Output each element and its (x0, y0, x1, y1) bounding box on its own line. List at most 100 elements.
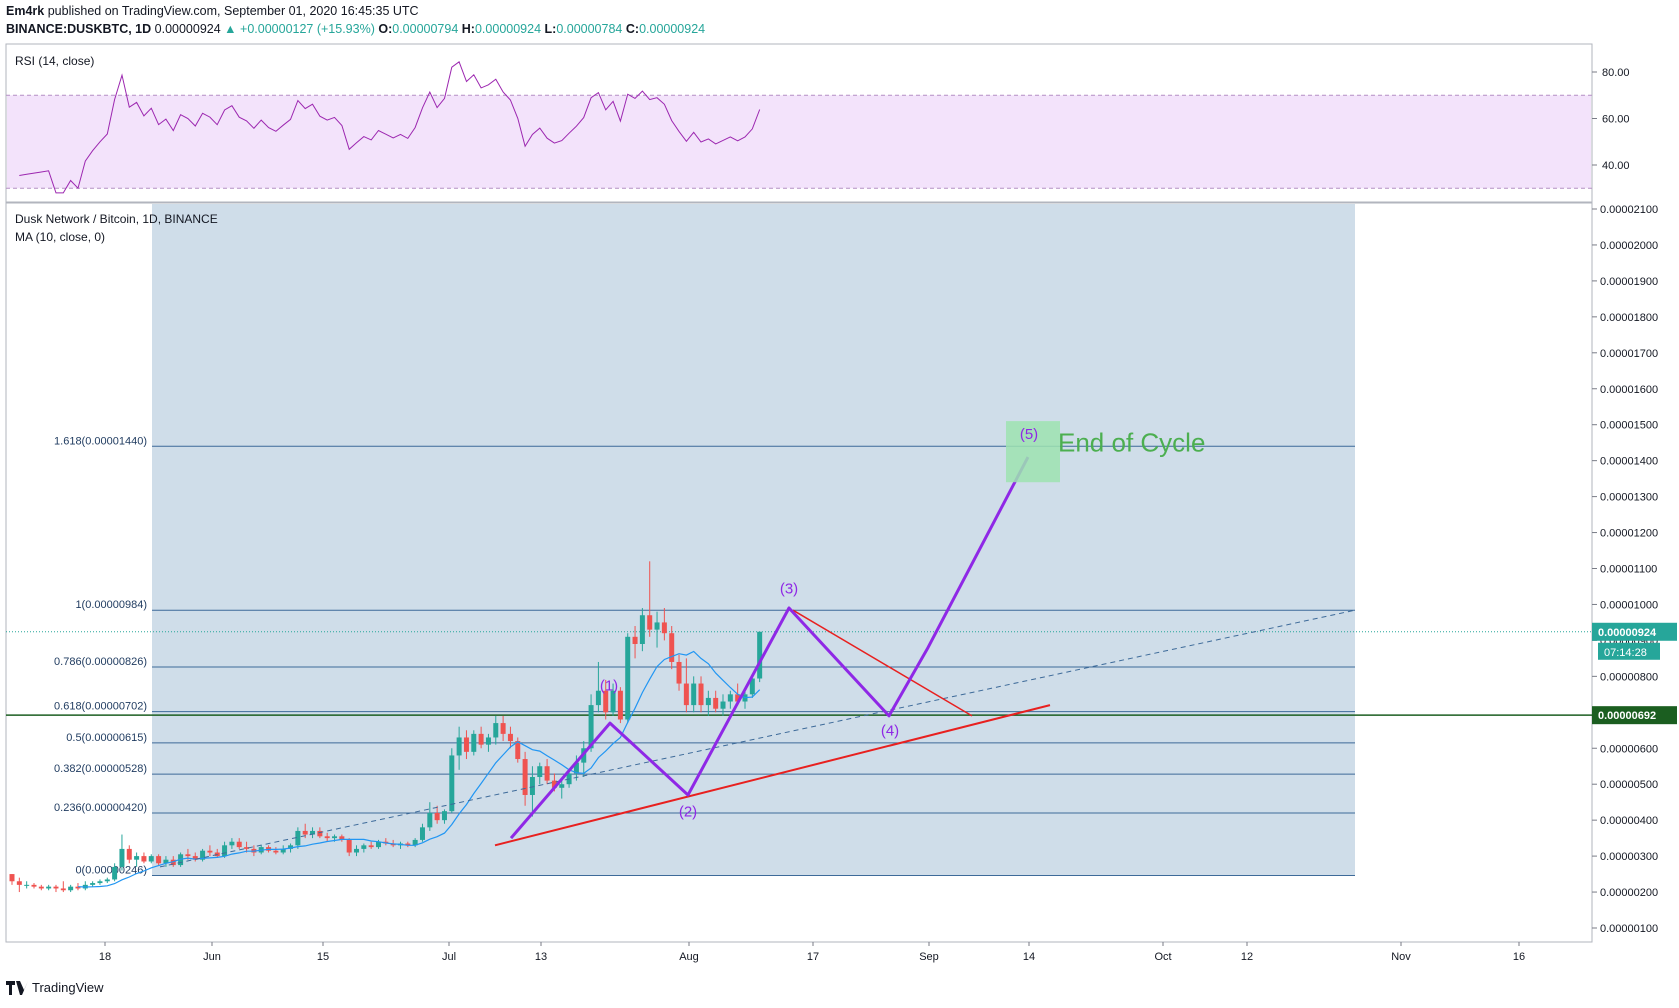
candle-body (24, 884, 30, 886)
fib-level-label: 0(0.00000246) (75, 865, 147, 877)
candle-body (75, 886, 81, 889)
candle-body (617, 690, 623, 720)
tradingview-logo-icon (6, 980, 28, 995)
rsi-line (19, 61, 761, 194)
symbol-info: BINANCE:DUSKBTC, 1D 0.00000924 ▲ +0.0000… (6, 22, 706, 36)
price-tick-label: 0.00001900 (1600, 276, 1658, 288)
candle-body (141, 856, 147, 862)
last-price: 0.00000924 (154, 22, 221, 36)
candle-body (427, 812, 433, 828)
candle-body (720, 701, 726, 709)
candle-body (60, 888, 66, 891)
ma-label[interactable]: MA (10, close, 0) (15, 230, 106, 244)
candle-body (727, 694, 733, 702)
candle-body (529, 777, 535, 795)
wave-label: (5) (1020, 426, 1038, 443)
candle-body (661, 622, 667, 634)
candle-body (273, 850, 279, 853)
candle-body (38, 886, 44, 889)
price-tick-label: 0.00001700 (1600, 348, 1658, 360)
candle-body (207, 850, 213, 853)
candle-body (551, 780, 557, 788)
candle-body (625, 636, 631, 720)
candle-body (295, 830, 301, 846)
candle-body (104, 879, 110, 882)
candle-body (324, 836, 330, 839)
candle-body (148, 856, 154, 862)
time-tick-label: 17 (807, 951, 819, 963)
fib-retracement-zone (152, 204, 1355, 876)
candle-body (405, 843, 411, 846)
candle-body (610, 690, 616, 713)
price-tick-label: 0.00001000 (1600, 599, 1658, 611)
fib-level-label: 0.618(0.00000702) (54, 701, 147, 713)
fib-level-label: 1(0.00000984) (75, 599, 147, 611)
candle-body (691, 683, 697, 706)
candle-body (97, 881, 103, 884)
candle-body (376, 841, 381, 848)
candle-body (16, 881, 22, 885)
candle-body (749, 678, 755, 695)
candle-body (588, 705, 594, 749)
price-tick-label: 0.00000100 (1600, 923, 1658, 935)
candle-body (493, 723, 499, 738)
main-title[interactable]: Dusk Network / Bitcoin, 1D, BINANCE (15, 212, 218, 226)
candle-body (456, 737, 462, 756)
rsi-tick-label: 80.00 (1602, 67, 1630, 79)
price-tick-label: 0.00001600 (1600, 384, 1658, 396)
rsi-label[interactable]: RSI (14, close) (15, 54, 95, 68)
candle-body (53, 886, 59, 889)
candle-body (236, 841, 242, 848)
candle-body (112, 866, 118, 880)
price-change: +0.00000127 (+15.93%) (240, 22, 375, 36)
publisher-name[interactable]: Em4rk (6, 4, 45, 18)
candle-body (463, 737, 469, 752)
end-of-cycle-annotation: End of Cycle (1058, 428, 1205, 458)
candle-body (361, 845, 367, 849)
footer-brand-text: TradingView (32, 980, 104, 995)
support-price-badge (1592, 706, 1677, 725)
candle-body (90, 883, 96, 885)
candle-body (170, 859, 176, 866)
candle-body (595, 690, 601, 706)
candle-body (200, 850, 206, 860)
candle-body (354, 848, 360, 853)
candle-body (134, 856, 140, 860)
candle-body (222, 845, 228, 857)
time-tick-label: Aug (679, 951, 699, 963)
candle-body (757, 631, 763, 679)
candle-body (229, 841, 235, 846)
candle-body (156, 856, 162, 864)
countdown-badge (1598, 642, 1660, 660)
dashed-trendline (159, 609, 1356, 868)
footer-brand[interactable]: TradingView (6, 980, 104, 995)
candle-body (449, 755, 455, 812)
candle-body (485, 737, 491, 745)
candle-body (698, 683, 704, 706)
candle-body (669, 633, 675, 662)
candle-body (573, 762, 579, 774)
high-value: 0.00000924 (474, 22, 542, 36)
candle-body (500, 723, 506, 734)
candle-body (647, 615, 653, 630)
wave-label: (1) (600, 678, 618, 695)
candle-body (332, 836, 338, 839)
last-price-badge-text: 0.00000924 (1598, 627, 1657, 639)
price-tick-label: 0.00002100 (1600, 204, 1658, 216)
candle-body (280, 848, 286, 853)
candle-body (522, 759, 528, 795)
candle-body (9, 874, 15, 882)
candle-body (544, 766, 550, 781)
candle-body (639, 615, 645, 644)
main-pane-frame (5, 202, 1593, 943)
time-tick-label: 13 (535, 951, 547, 963)
time-tick-label: 14 (1023, 951, 1035, 963)
rsi-tick-label: 40.00 (1602, 160, 1630, 172)
candle-body (163, 859, 169, 864)
candle-body (735, 694, 741, 702)
candle-body (713, 697, 719, 709)
open-value: 0.00000794 (392, 22, 459, 36)
candle-body (68, 886, 74, 891)
time-tick-label: 18 (99, 951, 111, 963)
